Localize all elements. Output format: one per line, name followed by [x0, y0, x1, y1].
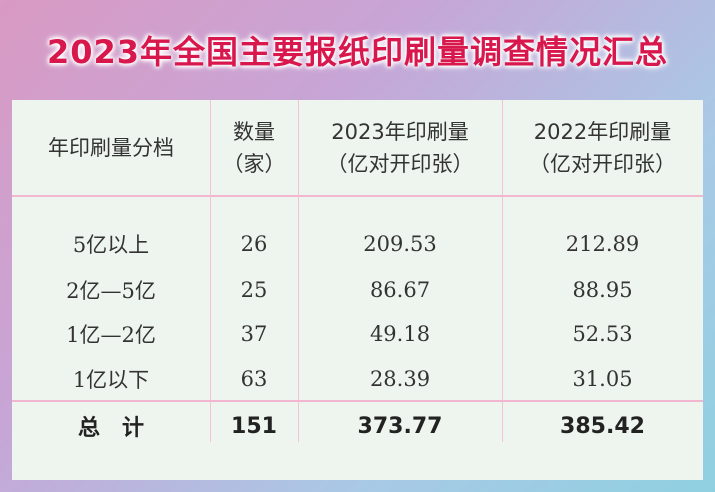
row-1-tier: 5亿以上 — [72, 233, 150, 257]
header-tier-label: 年印刷量分档 — [48, 135, 174, 160]
total-divider — [12, 400, 703, 402]
header-cell-2023: 2023年印刷量 （亿对开印张） — [298, 100, 502, 195]
header-count-line1: 数量 — [233, 119, 275, 144]
page-title: 2023年全国主要报纸印刷量调查情况汇总 — [46, 33, 669, 71]
row-4-count: 63 — [240, 367, 268, 391]
header-divider — [12, 195, 703, 197]
header-2023-line2: （亿对开印张） — [326, 151, 474, 176]
header-cell-count: 数量 （家） — [210, 100, 298, 195]
row-1-2022: 212.89 — [565, 232, 640, 256]
total-2022: 385.42 — [560, 413, 645, 439]
header-count-line2: （家） — [222, 151, 286, 176]
header-cell-tier: 年印刷量分档 — [12, 100, 210, 195]
header-cell-2022: 2022年印刷量 （亿对开印张） — [502, 100, 703, 195]
column-divider — [298, 100, 299, 442]
summary-table: 年印刷量分档 数量 （家） 2023年印刷量 （亿对开印张） 2022年印刷量 … — [12, 100, 703, 480]
row-3-2022: 52.53 — [572, 322, 633, 346]
row-4-tier: 1亿以下 — [72, 368, 150, 392]
row-3-tier: 1亿—2亿 — [66, 323, 156, 347]
row-4-2023: 28.39 — [369, 367, 431, 391]
row-1-2023: 209.53 — [363, 232, 437, 256]
header-2022-line1: 2022年印刷量 — [533, 119, 672, 144]
row-2-count: 25 — [240, 278, 268, 302]
row-2-2023: 86.67 — [369, 278, 431, 302]
row-4-2022: 31.05 — [572, 367, 633, 391]
column-divider — [502, 100, 503, 442]
row-2-2022: 88.95 — [572, 278, 633, 302]
row-3-count: 37 — [240, 322, 268, 346]
row-1-count: 26 — [240, 232, 268, 256]
header-2022-line2: （亿对开印张） — [529, 151, 676, 176]
total-count: 151 — [231, 413, 277, 439]
row-3-2023: 49.18 — [369, 322, 431, 346]
header-2023-line1: 2023年印刷量 — [331, 119, 469, 144]
total-label: 总 计 — [77, 416, 144, 441]
total-2023: 373.77 — [357, 413, 443, 439]
column-divider — [210, 100, 211, 442]
row-2-tier: 2亿—5亿 — [66, 279, 156, 303]
